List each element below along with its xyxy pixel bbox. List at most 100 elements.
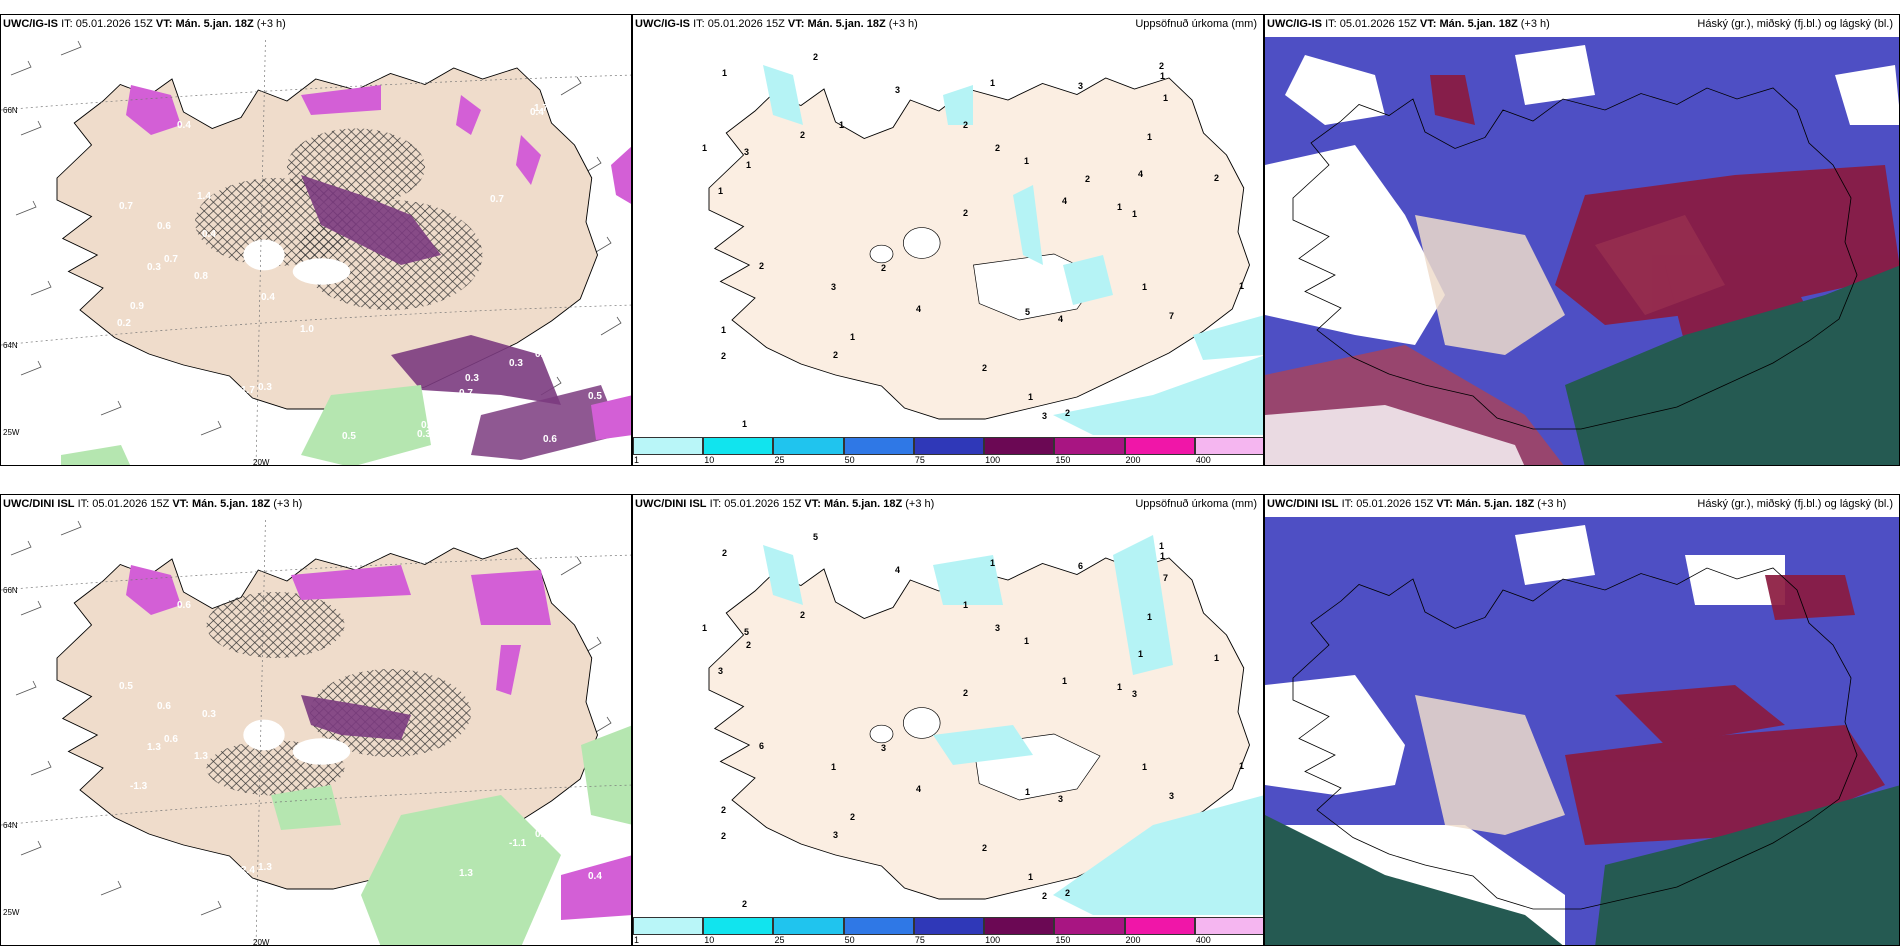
value-label: 3	[1058, 794, 1063, 804]
it-label: IT:	[77, 498, 90, 510]
it-label: IT:	[61, 18, 73, 30]
value-label: 1	[1028, 392, 1033, 402]
colorbar-swatch	[633, 917, 704, 935]
colorbar-label: 10	[704, 455, 715, 465]
precip-purple-areas	[126, 85, 631, 460]
field-title: Háský (gr.), miðský (fj.bl.) og lágský (…	[1697, 498, 1893, 510]
value-label: 2	[963, 208, 968, 218]
colorbar-swatch	[1194, 437, 1263, 455]
issue-time: 05.01.2026 15Z	[75, 18, 153, 30]
precip-value-labels: 0.3 0.8 1.1 0.7 1.4 1.7 0.7 0.9 0.6 0.7 0.4 0.5 0.4 0…	[117, 103, 611, 445]
lead-time: (+3 h)	[1537, 498, 1567, 510]
value-label: 1.0	[300, 324, 314, 335]
value-label: 1	[990, 78, 995, 88]
panel-header: UWC/DINI ISL IT: 05.01.2026 15Z VT: Mán.…	[1, 495, 631, 517]
colorbar-label: 400	[1195, 935, 1211, 945]
value-label: 0.6	[543, 434, 557, 445]
value-label: 0.7	[119, 201, 133, 212]
value-label: 4	[1138, 169, 1143, 179]
colorbar-label: 1	[634, 455, 640, 465]
value-label: 1.1	[147, 377, 161, 388]
it-label: IT:	[1325, 18, 1337, 30]
model-name: UWC/DINI ISL	[1267, 498, 1339, 510]
colorbar-label: 100	[985, 935, 1001, 945]
lead-time: (+3 h)	[1520, 18, 1550, 30]
colorbar-label: 25	[774, 935, 785, 945]
value-label: 1	[850, 332, 855, 342]
value-label: 0.4	[202, 229, 216, 240]
lat-66-label: 66N	[3, 586, 18, 595]
colorbar-swatch	[633, 437, 704, 455]
value-label: 3	[1042, 411, 1047, 421]
value-label: 1	[963, 600, 968, 610]
colorbar-swatch	[773, 917, 844, 935]
value-label: 5	[813, 532, 818, 542]
colorbar-swatch	[1124, 437, 1195, 455]
colorbar-label: 100	[985, 455, 1001, 465]
value-label: 2	[963, 120, 968, 130]
it-label: IT:	[1341, 498, 1354, 510]
glacier	[903, 227, 941, 259]
value-label: 1.3	[194, 751, 208, 762]
issue-time: 05.01.2026 15Z	[1356, 498, 1434, 510]
value-label: 3	[1078, 81, 1083, 91]
value-label: 2	[982, 363, 987, 373]
value-label: 0.3	[202, 709, 216, 720]
value-label: 2	[1065, 408, 1070, 418]
value-label: 0.3	[417, 429, 431, 440]
value-label: 5	[1025, 307, 1030, 317]
value-label: 1	[722, 68, 727, 78]
value-label: 1.3	[147, 742, 161, 753]
value-label: 1	[1062, 676, 1067, 686]
issue-time: 05.01.2026 15Z	[724, 498, 802, 510]
value-label: 2	[982, 843, 987, 853]
value-label: 1	[1160, 551, 1165, 561]
colorbar-swatch	[984, 917, 1055, 935]
colorbar-label: 150	[1055, 455, 1071, 465]
panel-header: UWC/DINI ISL IT: 05.01.2026 15Z VT: Mán.…	[1265, 495, 1899, 517]
value-label: 1	[1024, 156, 1029, 166]
colorbar-label: 150	[1055, 935, 1071, 945]
vt-label: VT:	[787, 18, 805, 30]
green-precip	[271, 725, 631, 945]
value-label: 1	[1142, 282, 1147, 292]
low-cloud	[1265, 785, 1899, 945]
value-label: -1.3	[130, 781, 148, 792]
graticule	[1, 495, 631, 945]
valid-time: Mán. 5.jan. 18Z	[175, 18, 254, 30]
value-label: 1	[721, 325, 726, 335]
precip-colorbar: 1 10 25 50 75 100 150 200 400	[633, 915, 1263, 945]
precip-cyan-areas	[763, 65, 1263, 445]
value-label: 2	[995, 143, 1000, 153]
colorbar-swatch	[773, 437, 844, 455]
value-label: 0.7	[459, 388, 473, 399]
value-label: 3	[1132, 689, 1137, 699]
colorbar-swatch	[913, 917, 985, 935]
value-label: 0.4	[261, 292, 275, 303]
colorbar-swatch	[703, 437, 774, 455]
lead-time: (+3 h)	[888, 18, 918, 30]
dini-wind-map: 66N 64N 20W 25W 0.81.31.91.31.22.41.3-1.…	[1, 495, 631, 945]
lon-25-label: 25W	[3, 908, 20, 917]
lead-time: (+3 h)	[256, 18, 286, 30]
model-name: UWC/DINI ISL	[635, 498, 707, 510]
colorbar-swatch	[984, 437, 1055, 455]
value-label: 1.3	[263, 903, 277, 914]
value-label: 1	[990, 558, 995, 568]
model-name: UWC/IG-IS	[1267, 18, 1322, 30]
value-label: 7	[1163, 573, 1168, 583]
value-label: 1.7	[534, 103, 548, 114]
issue-time: 05.01.2026 15Z	[707, 18, 785, 30]
value-label: 3	[833, 830, 838, 840]
value-label: 0.5	[588, 391, 602, 402]
issue-time: 05.01.2026 15Z	[1339, 18, 1417, 30]
value-label: 4	[916, 304, 921, 314]
lon-20-label: 20W	[253, 458, 270, 466]
value-label: 2	[881, 263, 886, 273]
value-label: 2	[746, 640, 751, 650]
colorbar-label: 50	[844, 455, 855, 465]
value-label: 2	[1065, 888, 1070, 898]
